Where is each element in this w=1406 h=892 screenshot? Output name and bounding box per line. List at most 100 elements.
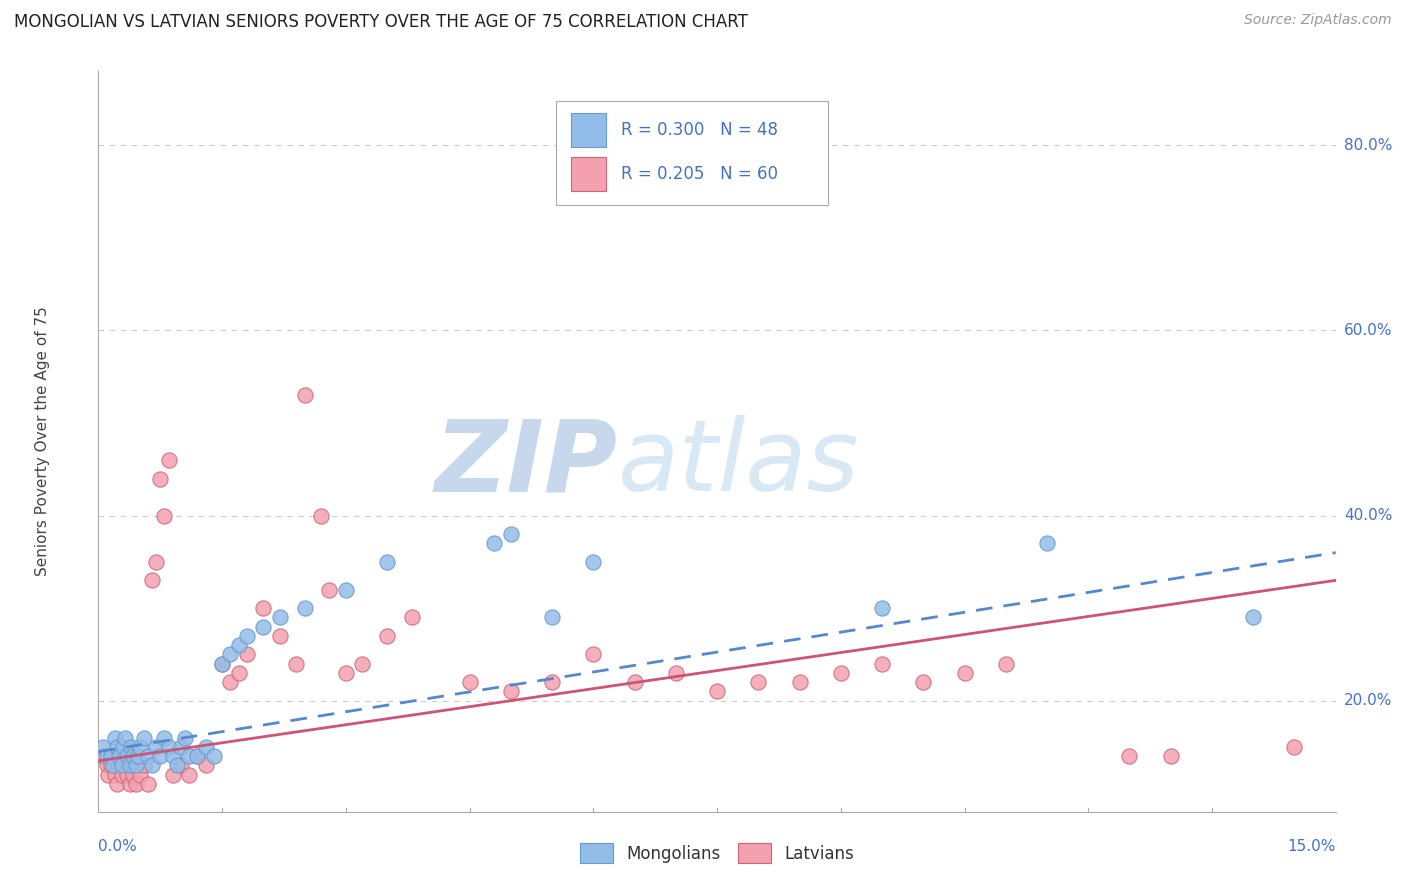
Point	[179, 767, 201, 781]
Point	[100, 758, 122, 772]
Point	[706, 684, 728, 698]
Point	[1160, 749, 1182, 764]
Point	[105, 777, 128, 791]
Point	[541, 610, 564, 624]
Point	[294, 388, 316, 402]
Point	[105, 739, 128, 754]
Point	[145, 739, 167, 754]
Bar	[571, 112, 606, 147]
Point	[104, 731, 127, 745]
Point	[582, 648, 605, 662]
Point	[149, 471, 172, 485]
Point	[186, 749, 208, 764]
Point	[108, 758, 131, 772]
Point	[149, 749, 172, 764]
Point	[114, 731, 136, 745]
Point	[157, 453, 180, 467]
Point	[228, 665, 250, 680]
Point	[124, 777, 146, 791]
Point	[132, 758, 155, 772]
Point	[252, 601, 274, 615]
Point	[747, 675, 769, 690]
Point	[335, 665, 357, 680]
Point	[994, 657, 1017, 671]
Bar	[571, 157, 606, 191]
Point	[141, 574, 163, 588]
Point	[110, 767, 132, 781]
Point	[153, 731, 176, 745]
Point	[96, 758, 118, 772]
Point	[458, 675, 481, 690]
Point	[153, 508, 176, 523]
Point	[294, 601, 316, 615]
Text: atlas: atlas	[619, 416, 859, 512]
Point	[170, 758, 193, 772]
Text: 15.0%: 15.0%	[1288, 839, 1336, 855]
Point	[318, 582, 340, 597]
Point	[541, 675, 564, 690]
Point	[582, 555, 605, 569]
Point	[912, 675, 935, 690]
Point	[870, 601, 893, 615]
Point	[309, 508, 332, 523]
Point	[236, 648, 259, 662]
Point	[112, 739, 135, 754]
Point	[103, 758, 125, 772]
Point	[623, 675, 645, 690]
Point	[103, 749, 125, 764]
Point	[128, 739, 150, 754]
Point	[136, 749, 159, 764]
Point	[166, 758, 188, 772]
Point	[194, 758, 217, 772]
Point	[122, 767, 145, 781]
Point	[375, 629, 398, 643]
Point	[401, 610, 423, 624]
Point	[499, 684, 522, 698]
Point	[117, 749, 139, 764]
Point	[665, 665, 688, 680]
Point	[100, 749, 122, 764]
Point	[352, 657, 374, 671]
Point	[127, 749, 149, 764]
Point	[335, 582, 357, 597]
Point	[162, 767, 184, 781]
Point	[120, 758, 142, 772]
Point	[870, 657, 893, 671]
Point	[252, 619, 274, 633]
Text: 40.0%: 40.0%	[1344, 508, 1392, 523]
Point	[122, 749, 145, 764]
Point	[136, 777, 159, 791]
Point	[120, 739, 142, 754]
Point	[179, 749, 201, 764]
Point	[91, 739, 114, 754]
Point	[118, 758, 141, 772]
Point	[228, 638, 250, 652]
Point	[118, 777, 141, 791]
Point	[110, 758, 132, 772]
Point	[128, 767, 150, 781]
Point	[269, 629, 291, 643]
Point	[484, 536, 506, 550]
Point	[1036, 536, 1059, 550]
Point	[174, 731, 197, 745]
Point	[186, 749, 208, 764]
Text: 80.0%: 80.0%	[1344, 138, 1392, 153]
Legend: Mongolians, Latvians: Mongolians, Latvians	[574, 837, 860, 870]
Point	[91, 749, 114, 764]
Point	[236, 629, 259, 643]
Point	[219, 675, 242, 690]
Point	[789, 675, 811, 690]
Text: 60.0%: 60.0%	[1344, 323, 1392, 338]
Text: MONGOLIAN VS LATVIAN SENIORS POVERTY OVER THE AGE OF 75 CORRELATION CHART: MONGOLIAN VS LATVIAN SENIORS POVERTY OVE…	[14, 13, 748, 31]
Point	[202, 749, 225, 764]
Point	[104, 767, 127, 781]
Point	[108, 749, 131, 764]
Point	[117, 767, 139, 781]
Point	[157, 739, 180, 754]
Text: ZIP: ZIP	[434, 416, 619, 512]
Point	[114, 758, 136, 772]
Point	[499, 527, 522, 541]
Text: R = 0.300   N = 48: R = 0.300 N = 48	[620, 120, 778, 139]
Text: Seniors Poverty Over the Age of 75: Seniors Poverty Over the Age of 75	[35, 307, 51, 576]
Point	[1241, 610, 1264, 624]
